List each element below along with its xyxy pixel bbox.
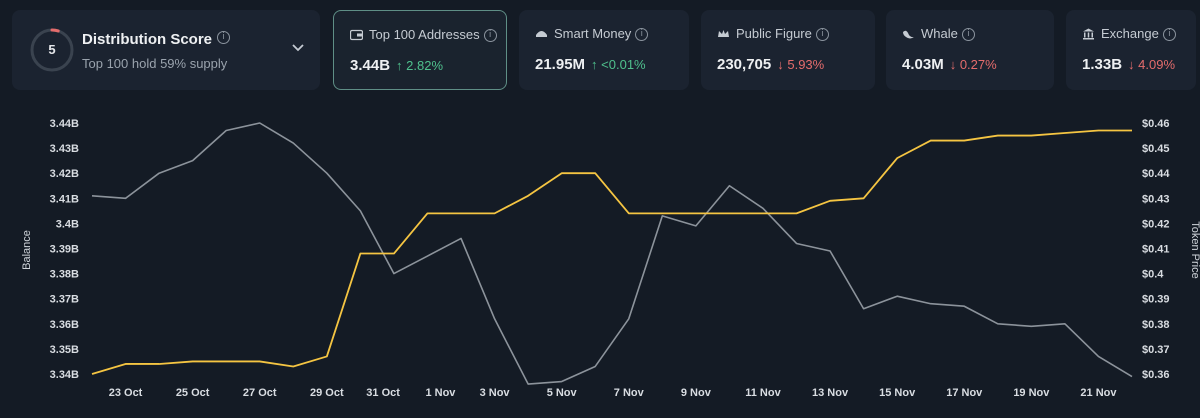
metric-delta: ↓ 4.09%	[1128, 57, 1176, 72]
metric-delta: ↓ 0.27%	[949, 57, 997, 72]
info-icon[interactable]: i	[483, 29, 497, 43]
y-tick-left: 3.35B	[50, 344, 79, 356]
y-tick-right: $0.45	[1142, 143, 1170, 155]
x-tick: 31 Oct	[366, 387, 400, 399]
y-tick-right: $0.42	[1142, 218, 1170, 230]
info-icon[interactable]: i	[815, 28, 829, 42]
score-subtitle: Top 100 hold 59% supply	[82, 56, 228, 71]
info-icon[interactable]: i	[217, 31, 230, 44]
whale-icon	[903, 30, 914, 39]
series-layer	[91, 122, 1133, 385]
y-tick-right: $0.4	[1142, 269, 1164, 281]
y-tick-right: $0.46	[1142, 118, 1170, 130]
y-tick-right: $0.36	[1142, 369, 1170, 381]
y-tick-left: 3.37B	[50, 294, 79, 306]
x-axis: 23 Oct 25 Oct 27 Oct 29 Oct 31 Oct 1 Nov 3 Nov…	[109, 387, 1118, 399]
bank-icon	[1083, 28, 1094, 40]
y-tick-right: $0.37	[1142, 344, 1170, 356]
score-title: Distribution Score	[82, 31, 213, 48]
y-tick-left: 3.34B	[50, 369, 79, 381]
metric-card-public-figure[interactable]: Public Figure i 230,705 ↓ 5.93%	[701, 10, 875, 90]
x-tick: 5 Nov	[547, 387, 578, 399]
y-tick-left: 3.38B	[50, 269, 79, 281]
metric-value: 4.03M	[902, 56, 944, 73]
metric-card-whale[interactable]: Whale i 4.03M ↓ 0.27%	[886, 10, 1054, 90]
metric-label: Public Figure	[736, 26, 812, 41]
balance-series-line	[91, 122, 1133, 385]
metric-value: 1.33B	[1082, 56, 1123, 73]
y-tick-right: $0.41	[1142, 244, 1170, 256]
y-tick-right: $0.38	[1142, 319, 1170, 331]
x-tick: 9 Nov	[681, 387, 712, 399]
metric-label: Whale	[921, 26, 958, 41]
y-axis-left: 3.34B 3.35B 3.36B 3.37B 3.38B 3.39B 3.4B 3.41B 3…	[50, 118, 79, 381]
score-value: 5	[48, 42, 56, 57]
metric-label: Exchange	[1101, 26, 1159, 41]
wallet-icon	[349, 29, 364, 41]
y-tick-left: 3.42B	[50, 168, 79, 180]
metric-card-top-100-addresses[interactable]: Top 100 Addresses i 3.44B ↑ 2.82%	[333, 10, 507, 90]
metric-label: Top 100 Addresses	[369, 27, 480, 42]
y-tick-left: 3.43B	[50, 143, 79, 155]
x-tick: 19 Nov	[1013, 387, 1050, 399]
info-icon[interactable]: i	[1162, 28, 1176, 42]
y-tick-left: 3.39B	[50, 244, 79, 256]
y-tick-right: $0.39	[1142, 294, 1170, 306]
x-tick: 3 Nov	[480, 387, 511, 399]
metric-value: 21.95M	[535, 56, 586, 73]
y-tick-right: $0.43	[1142, 193, 1170, 205]
info-icon[interactable]: i	[961, 28, 975, 42]
distribution-score-card[interactable]: 5 Distribution Score i Top 100 hold 59% …	[12, 10, 320, 90]
metric-card-exchange[interactable]: Exchange i 1.33B ↓ 4.09%	[1066, 10, 1196, 90]
y-tick-left: 3.44B	[50, 118, 79, 130]
metric-value: 230,705	[717, 56, 772, 73]
metric-value: 3.44B	[350, 57, 391, 74]
metric-delta: ↑ 2.82%	[396, 58, 444, 73]
x-tick: 21 Nov	[1080, 387, 1117, 399]
token-price-series-line	[91, 129, 1132, 375]
y-axis-label-left: Balance	[21, 230, 33, 270]
y-tick-left: 3.41B	[50, 193, 79, 205]
x-tick: 7 Nov	[614, 387, 645, 399]
x-tick: 15 Nov	[879, 387, 916, 399]
metric-delta: ↑ <0.01%	[591, 57, 646, 72]
x-tick: 29 Oct	[310, 387, 344, 399]
x-tick: 13 Nov	[812, 387, 849, 399]
x-tick: 25 Oct	[176, 387, 210, 399]
x-tick: 1 Nov	[425, 387, 456, 399]
y-axis-right: $0.36 $0.37 $0.38 $0.39 $0.4 $0.41 $0.42 $0.43 $…	[1142, 118, 1170, 381]
x-tick: 23 Oct	[109, 387, 143, 399]
score-ring	[30, 28, 74, 72]
info-icon[interactable]: i	[635, 28, 649, 42]
y-tick-left: 3.36B	[50, 319, 79, 331]
balance-price-chart[interactable]: 3.34B 3.35B 3.36B 3.37B 3.38B 3.39B 3.4B 3.41B 3…	[0, 100, 1200, 418]
metric-label: Smart Money	[554, 26, 632, 41]
x-tick: 17 Nov	[946, 387, 983, 399]
y-tick-right: $0.44	[1142, 168, 1170, 180]
y-axis-label-right: Token Price	[1189, 221, 1200, 278]
crown-icon	[718, 30, 729, 37]
metric-delta: ↓ 5.93%	[777, 57, 825, 72]
x-tick: 11 Nov	[745, 387, 781, 399]
smart-money-icon	[536, 31, 547, 37]
x-tick: 27 Oct	[243, 387, 277, 399]
y-tick-left: 3.4B	[56, 218, 79, 230]
chevron-down-icon[interactable]	[292, 44, 304, 52]
metric-card-smart-money[interactable]: Smart Money i 21.95M ↑ <0.01%	[519, 10, 689, 90]
